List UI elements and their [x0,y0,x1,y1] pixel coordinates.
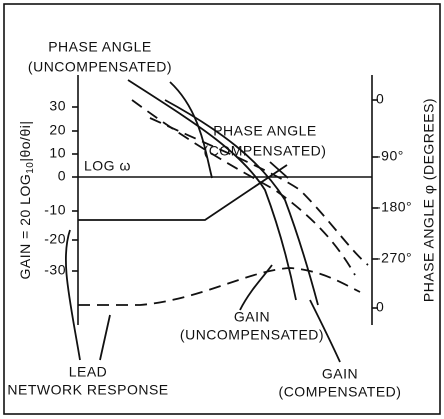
label: GAIN [234,309,270,325]
tick-label: -270° [376,250,412,266]
tick-label: -30 [44,262,66,278]
tick-label: -90° [376,148,404,164]
tick-label: 0 [376,299,384,315]
arrow [169,81,213,179]
label: (UNCOMPENSATED) [180,327,324,343]
right-ticks: 0 -90° -180° -270° 0 [372,91,412,315]
arrow [99,314,111,361]
arrow [309,299,341,363]
phase-uncomp [131,99,356,276]
label: PHASE ANGLE [213,123,317,139]
tick-label: 10 [49,145,66,161]
right-axis-label: PHASE ANGLE φ (DEGREES) [421,98,437,302]
gain-uncomp [127,79,297,301]
label: NETWORK RESPONSE [7,382,168,398]
tick-label: -10 [44,202,66,218]
phase-comp [149,117,369,266]
label: (UNCOMPENSATED) [28,59,172,75]
tick-label: 30 [49,98,66,114]
gain-comp [164,99,319,306]
tick-label: 0 [376,91,384,107]
tick-label: 20 [49,122,66,138]
label: GAIN [322,366,358,382]
left-ticks: 30 20 10 0 -10 -20 -30 [44,98,78,278]
lead-dashed [78,267,361,306]
label: LOG ω [84,158,131,174]
frame [3,3,441,415]
arrow [239,264,273,311]
tick-label: -20 [44,231,66,247]
arrow [269,161,289,179]
label: (COMPENSATED) [204,143,327,159]
tick-label: -180° [376,199,412,215]
label: PHASE ANGLE [48,39,152,55]
arrow [65,229,81,361]
tick-label: 0 [58,168,66,184]
label: LEAD [69,364,108,380]
left-axis-label: GAIN = 20 LOG10|θo/θi| [17,121,36,280]
label: (COMPENSATED) [279,384,402,400]
